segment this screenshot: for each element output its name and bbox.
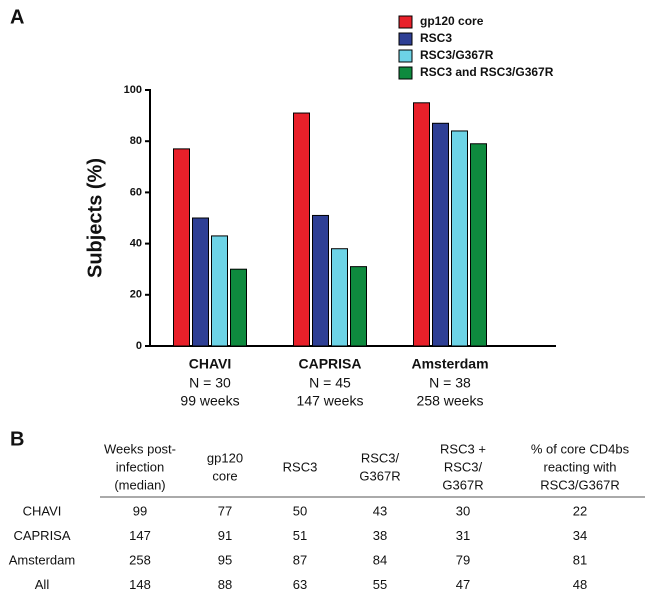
- table-cell: 38: [373, 528, 387, 543]
- table-header: reacting with: [544, 459, 617, 474]
- table-cell: 51: [293, 528, 307, 543]
- bar: [211, 235, 228, 347]
- table-cell: 47: [456, 577, 470, 591]
- table-header: RSC3 +: [440, 441, 486, 456]
- table-cell: 31: [456, 528, 470, 543]
- bar: [432, 122, 449, 347]
- x-tick-sublabel: N = 45: [309, 375, 351, 391]
- table-cell: 84: [373, 552, 387, 567]
- y-tick-label: 80: [130, 135, 142, 147]
- panel-label: A: [10, 6, 24, 28]
- table-cell: 30: [456, 503, 470, 518]
- bar: [293, 112, 310, 347]
- y-tick-label: 40: [130, 238, 142, 250]
- y-tick-label: 100: [124, 84, 142, 96]
- legend-label: RSC3: [420, 31, 452, 45]
- table-cell: All: [35, 577, 50, 591]
- table-cell: 79: [456, 552, 470, 567]
- table-cell: 87: [293, 552, 307, 567]
- table-cell: 81: [573, 552, 587, 567]
- table-cell: 55: [373, 577, 387, 591]
- legend-label: gp120 core: [420, 14, 484, 28]
- table-cell: 88: [218, 577, 232, 591]
- x-tick-label: CHAVI: [189, 356, 232, 372]
- panel-label: B: [10, 428, 24, 450]
- table-header: G367R: [359, 468, 400, 483]
- bar: [230, 268, 247, 347]
- table-cell: 34: [573, 528, 587, 543]
- table-cell: 43: [373, 503, 387, 518]
- table-cell: CHAVI: [23, 503, 62, 518]
- table-header: G367R: [442, 477, 483, 492]
- table-header: (median): [114, 477, 165, 492]
- y-tick-label: 20: [130, 289, 142, 301]
- bar: [451, 130, 468, 347]
- bar: [413, 102, 430, 347]
- legend-swatch: [398, 66, 413, 80]
- table-cell: 77: [218, 503, 232, 518]
- table-header: infection: [116, 459, 164, 474]
- bar: [350, 266, 367, 347]
- x-tick-label: Amsterdam: [411, 356, 488, 372]
- legend-swatch: [398, 49, 413, 63]
- x-tick-sublabel: 258 weeks: [417, 393, 484, 409]
- bar: [312, 214, 329, 347]
- y-tick-label: 0: [136, 340, 142, 352]
- table-cell: 91: [218, 528, 232, 543]
- bar: [470, 143, 487, 347]
- table-header: gp120: [207, 450, 243, 465]
- table-header: core: [212, 468, 237, 483]
- table-cell: 99: [133, 503, 147, 518]
- table-cell: 258: [129, 552, 151, 567]
- legend-swatch: [398, 32, 413, 46]
- table-header: RSC3/: [444, 459, 483, 474]
- table-header: RSC3/G367R: [540, 477, 619, 492]
- table-cell: 147: [129, 528, 151, 543]
- table-cell: 50: [293, 503, 307, 518]
- table-header: % of core CD4bs: [531, 441, 630, 456]
- table-cell: 48: [573, 577, 587, 591]
- x-tick-sublabel: 99 weeks: [180, 393, 239, 409]
- x-tick-sublabel: 147 weeks: [297, 393, 364, 409]
- x-tick-label: CAPRISA: [298, 356, 361, 372]
- legend-swatch: [398, 15, 413, 29]
- x-tick-sublabel: N = 30: [189, 375, 231, 391]
- table-header: RSC3: [283, 459, 318, 474]
- table-cell: 148: [129, 577, 151, 591]
- x-tick-sublabel: N = 38: [429, 375, 471, 391]
- table-cell: 95: [218, 552, 232, 567]
- table-cell: Amsterdam: [9, 552, 75, 567]
- table-header: Weeks post-: [104, 441, 176, 456]
- bar: [173, 148, 190, 347]
- bar: [331, 248, 348, 347]
- legend-label: RSC3/G367R: [420, 48, 494, 62]
- y-tick-label: 60: [130, 186, 142, 198]
- table-cell: CAPRISA: [13, 528, 70, 543]
- legend-label: RSC3 and RSC3/G367R: [420, 65, 554, 79]
- table-cell: 22: [573, 503, 587, 518]
- table-header: RSC3/: [361, 450, 400, 465]
- y-axis-label: Subjects (%): [84, 158, 106, 278]
- bar: [192, 217, 209, 347]
- table-cell: 63: [293, 577, 307, 591]
